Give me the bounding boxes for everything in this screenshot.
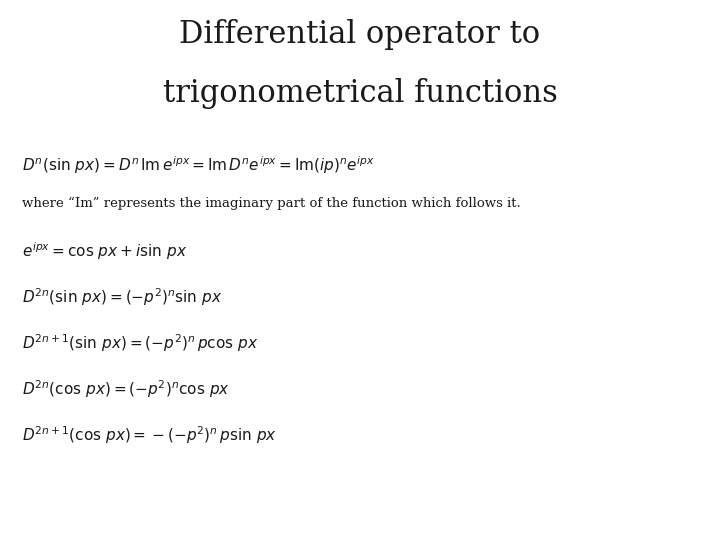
Text: trigonometrical functions: trigonometrical functions — [163, 78, 557, 109]
Text: Differential operator to: Differential operator to — [179, 19, 541, 50]
Text: $D^{2n+1}(\sin\, px) = (-p^{2})^{n}\,p\cos\, px$: $D^{2n+1}(\sin\, px) = (-p^{2})^{n}\,p\c… — [22, 332, 258, 354]
Text: $D^{2n+1}(\cos\, px) = -(-p^{2})^{n}\,p\sin\, px$: $D^{2n+1}(\cos\, px) = -(-p^{2})^{n}\,p\… — [22, 424, 276, 446]
Text: $D^{n}(\sin\, px) = D^{n}\,\mathrm{Im}\,e^{ipx} = \mathrm{Im}\,D^{n}e^{ipx} = \m: $D^{n}(\sin\, px) = D^{n}\,\mathrm{Im}\,… — [22, 154, 374, 176]
Text: where “Im” represents the imaginary part of the function which follows it.: where “Im” represents the imaginary part… — [22, 197, 521, 211]
Text: $D^{2n}(\cos\, px) = (-p^{2})^{n}\cos\, px$: $D^{2n}(\cos\, px) = (-p^{2})^{n}\cos\, … — [22, 378, 230, 400]
Text: $e^{ipx} = \cos\, px + i\sin\, px$: $e^{ipx} = \cos\, px + i\sin\, px$ — [22, 240, 187, 262]
Text: $D^{2n}(\sin\, px) = (-p^{2})^{n}\sin\, px$: $D^{2n}(\sin\, px) = (-p^{2})^{n}\sin\, … — [22, 286, 222, 308]
